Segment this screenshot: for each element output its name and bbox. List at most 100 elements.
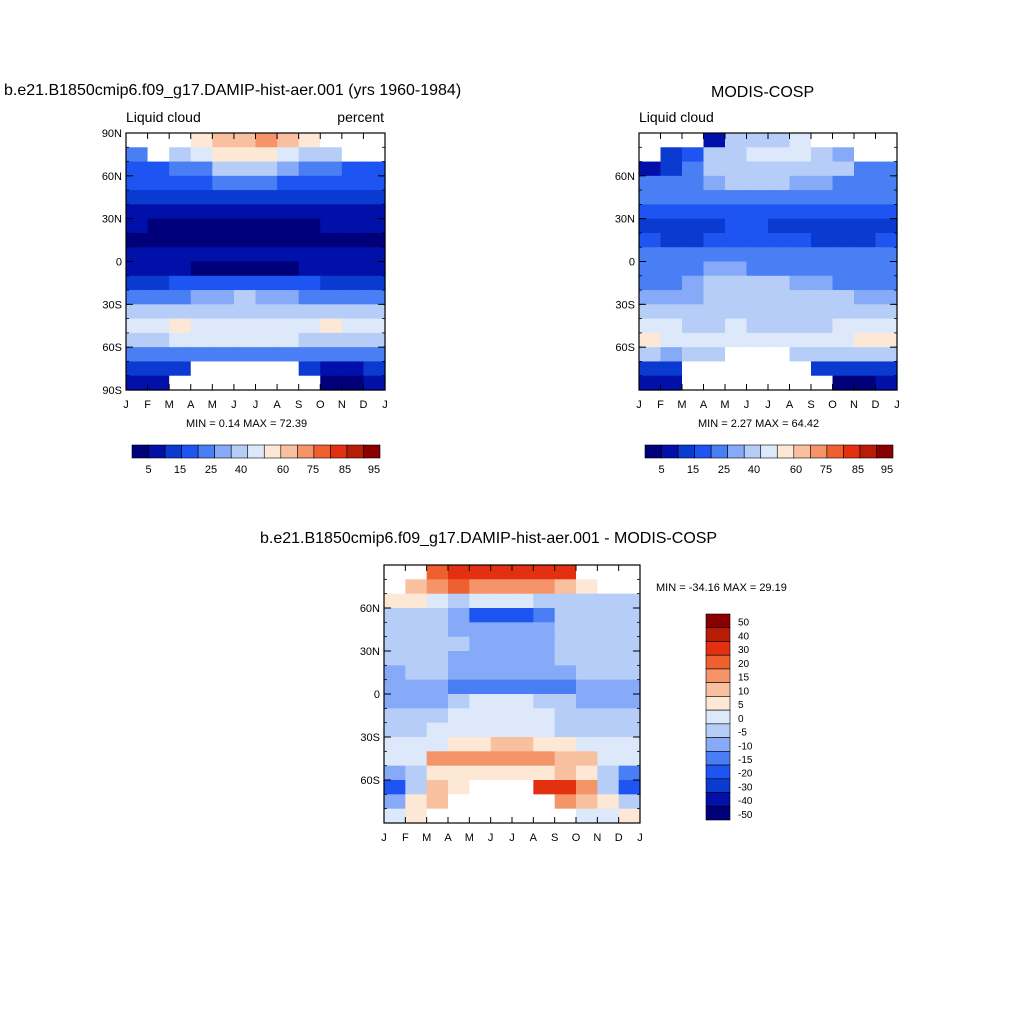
heatmap-cell: [597, 780, 620, 795]
heatmap-cell: [618, 665, 641, 681]
heatmap-cell: [533, 651, 556, 666]
heatmap-cell: [212, 318, 235, 334]
heatmap-cell: [169, 361, 192, 377]
heatmap-cell: [426, 794, 449, 810]
heatmap-cell: [832, 290, 855, 305]
panel3-plot: J F M A M J J A S O N D J 60N 30N 0 30S 60S: [360, 564, 643, 844]
heatmap-cell: [341, 147, 365, 163]
x-tick-label: M: [422, 832, 431, 844]
heatmap-cell: [832, 232, 855, 248]
heatmap-cell: [426, 636, 449, 652]
heatmap-cell: [384, 765, 406, 781]
heatmap-cell: [875, 361, 898, 377]
heatmap-cell: [811, 232, 834, 248]
heatmap-cell: [768, 332, 791, 348]
heatmap-cell: [320, 347, 343, 363]
heatmap-cell: [147, 375, 170, 391]
heatmap-cell: [597, 636, 620, 652]
heatmap-cell: [384, 751, 406, 767]
heatmap-cell: [384, 780, 406, 795]
heatmap-cell: [703, 347, 726, 363]
heatmap-cell: [597, 765, 620, 781]
heatmap-cell: [554, 808, 577, 824]
heatmap-cell: [298, 232, 321, 248]
heatmap-cell: [469, 679, 492, 695]
heatmap-cell: [490, 651, 513, 666]
heatmap-cell: [490, 794, 513, 810]
colorbar-swatch: [793, 444, 811, 459]
colorbar-label: 15: [174, 464, 186, 476]
heatmap-cell: [320, 318, 343, 334]
heatmap-cell: [341, 361, 365, 377]
heatmap-cell: [725, 261, 748, 277]
heatmap-cell: [169, 347, 192, 363]
heatmap-cell: [660, 161, 683, 177]
heatmap-cell: [811, 147, 834, 163]
heatmap-cell: [703, 318, 726, 334]
heatmap-cell: [660, 247, 683, 263]
heatmap-cell: [255, 247, 278, 263]
heatmap-cell: [533, 565, 556, 580]
heatmap-cell: [384, 679, 406, 695]
heatmap-cell: [426, 694, 449, 709]
heatmap-cell: [490, 636, 513, 652]
heatmap-cell: [126, 304, 149, 320]
heatmap-cell: [811, 218, 834, 234]
heatmap-cell: [363, 247, 386, 263]
heatmap-cell: [725, 133, 748, 148]
heatmap-cell: [533, 694, 556, 709]
heatmap-cell: [554, 679, 577, 695]
heatmap-cell: [703, 133, 726, 148]
x-tick-label: J: [381, 832, 387, 844]
heatmap-cell: [618, 608, 641, 623]
heatmap-cell: [363, 204, 386, 220]
colorbar-swatch: [214, 444, 232, 459]
heatmap-cell: [725, 375, 748, 391]
heatmap-cell: [469, 622, 492, 638]
heatmap-cell: [639, 347, 662, 363]
x-tick-label: J: [509, 832, 515, 844]
heatmap-cell: [212, 147, 235, 163]
heatmap-cell: [147, 318, 170, 334]
heatmap-cell: [298, 204, 321, 220]
heatmap-cell: [341, 218, 365, 234]
heatmap-cell: [554, 737, 577, 752]
heatmap-cell: [618, 765, 641, 781]
heatmap-cell: [255, 375, 278, 391]
heatmap-cell: [298, 290, 321, 305]
heatmap-cell: [597, 722, 620, 738]
heatmap-cell: [277, 375, 300, 391]
heatmap-cell: [277, 275, 300, 291]
heatmap-cell: [725, 175, 748, 191]
heatmap-cell: [298, 304, 321, 320]
heatmap-cell: [639, 261, 662, 277]
heatmap-cell: [746, 247, 769, 263]
heatmap-cell: [341, 375, 365, 391]
heatmap-cell: [746, 204, 769, 220]
heatmap-cell: [746, 147, 769, 163]
x-tick-label: O: [828, 399, 837, 411]
heatmap-cell: [854, 218, 877, 234]
heatmap-cell: [233, 275, 257, 291]
heatmap-cell: [363, 190, 386, 205]
panel1-cells: [126, 133, 386, 391]
heatmap-cell: [298, 133, 321, 148]
heatmap-cell: [725, 275, 748, 291]
heatmap-cell: [639, 275, 662, 291]
heatmap-cell: [448, 593, 470, 609]
heatmap-cell: [233, 218, 257, 234]
heatmap-cell: [660, 318, 683, 334]
colorbar-label: 30: [738, 645, 750, 656]
heatmap-cell: [832, 204, 855, 220]
x-tick-label: J: [636, 399, 642, 411]
heatmap-cell: [490, 579, 513, 595]
heatmap-cell: [789, 347, 812, 363]
colorbar-swatch: [705, 751, 731, 766]
heatmap-cell: [746, 218, 769, 234]
heatmap-cell: [618, 622, 641, 638]
heatmap-cell: [597, 608, 620, 623]
y-tick-label: 60S: [102, 342, 122, 354]
heatmap-cell: [639, 204, 662, 220]
heatmap-cell: [554, 794, 577, 810]
y-tick-label: 90S: [102, 385, 122, 397]
